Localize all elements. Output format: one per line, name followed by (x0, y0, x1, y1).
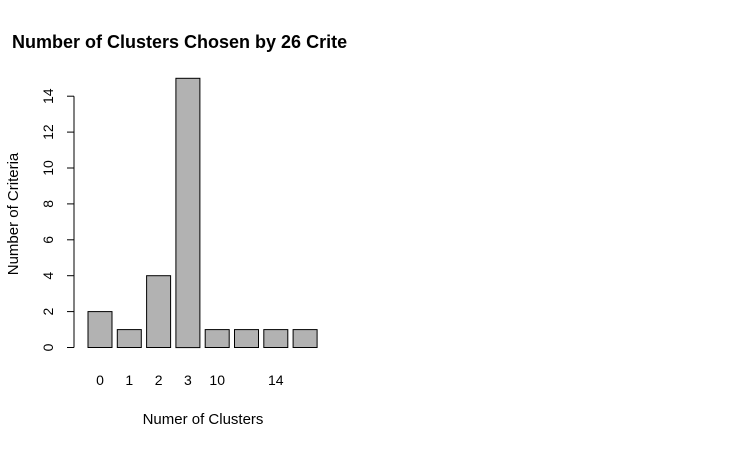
x-tick-label-14: 14 (268, 372, 284, 388)
y-tick-label-2: 2 (40, 307, 56, 315)
bar-3 (175, 77, 201, 349)
bar-1 (116, 329, 142, 349)
y-axis-label: Number of Criteria (5, 152, 22, 275)
y-tick-label-4: 4 (40, 272, 56, 280)
x-tick-label-3: 3 (184, 372, 192, 388)
y-tick-label-6: 6 (40, 236, 56, 244)
y-tick-label-8: 8 (40, 200, 56, 208)
x-tick-label-1: 1 (125, 372, 133, 388)
bar-0 (87, 311, 113, 349)
x-tick-label-10: 10 (209, 372, 225, 388)
x-tick-label-2: 2 (155, 372, 163, 388)
chart-title: Number of Clusters Chosen by 26 Crite (12, 32, 347, 52)
y-tick-label-14: 14 (40, 88, 56, 104)
y-tick-label-10: 10 (40, 160, 56, 176)
y-tick-label-0: 0 (40, 343, 56, 351)
bar-2 (146, 275, 172, 349)
x-axis-tick-labels: 0 1 2 3 10 14 (96, 372, 284, 388)
bar-7 (292, 329, 318, 349)
x-tick-label-0: 0 (96, 372, 104, 388)
bars-layer (87, 77, 318, 349)
y-axis: 0 2 4 6 8 10 12 14 (40, 88, 75, 351)
bar-6 (263, 329, 289, 349)
y-tick-label-12: 12 (40, 124, 56, 140)
bar-4 (204, 329, 230, 349)
bar-5 (234, 329, 259, 349)
x-axis-label: Numer of Clusters (143, 411, 264, 428)
